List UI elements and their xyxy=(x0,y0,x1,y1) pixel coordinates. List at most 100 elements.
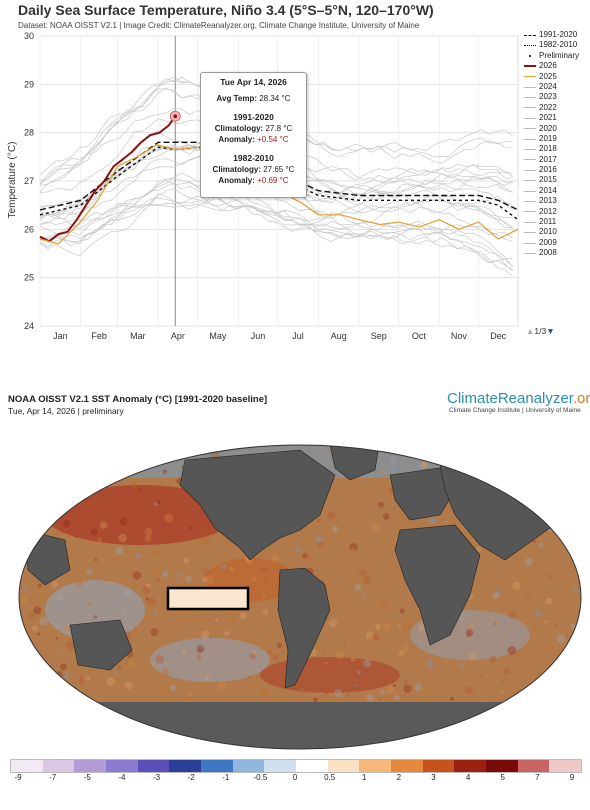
pager-down-icon[interactable]: ▼ xyxy=(546,326,555,336)
colorbar-tick-label: 5 xyxy=(500,773,505,782)
legend-item[interactable]: 2012 xyxy=(524,207,579,217)
legend-item[interactable]: 2011 xyxy=(524,217,579,227)
legend-item[interactable]: 2026 xyxy=(524,61,579,71)
pager-up-icon[interactable]: ▲ xyxy=(526,326,535,336)
legend-item[interactable]: 2015 xyxy=(524,175,579,185)
legend-item[interactable]: 2010 xyxy=(524,227,579,237)
tooltip-anom1-label: Anomaly: xyxy=(218,135,255,144)
legend-item[interactable]: 1982-2010 xyxy=(524,40,579,50)
map-date: Tue, Apr 14, 2026 | preliminary xyxy=(8,406,124,416)
colorbar-segment xyxy=(296,760,328,772)
colorbar-tick-label: 0 xyxy=(292,773,298,782)
legend-swatch xyxy=(524,242,536,244)
legend-pager[interactable]: ▲1/3▼ xyxy=(526,326,555,336)
tooltip-anom2-value: +0.69 °C xyxy=(257,176,289,185)
colorbar-segment xyxy=(486,760,518,772)
legend-swatch xyxy=(524,76,536,78)
legend-swatch xyxy=(524,107,536,109)
legend-item[interactable]: 1991-2020 xyxy=(524,30,579,40)
australia xyxy=(69,619,133,671)
legend-label: 2015 xyxy=(539,175,557,185)
y-tick-label: 29 xyxy=(24,79,34,89)
legend-item[interactable]: 2008 xyxy=(524,248,579,258)
legend-item[interactable]: 2014 xyxy=(524,186,579,196)
y-axis-label: Temperature (°C) xyxy=(7,142,18,219)
past-year-line xyxy=(39,202,513,270)
tooltip-anom1-value: +0.54 °C xyxy=(257,135,289,144)
legend-item[interactable]: 2016 xyxy=(524,165,579,175)
colorbar-segment xyxy=(327,760,360,772)
tooltip-clim1-label: Climatology: xyxy=(214,124,264,133)
legend-swatch xyxy=(524,232,536,234)
legend-item[interactable]: 2013 xyxy=(524,196,579,206)
legend-swatch xyxy=(524,200,536,202)
legend-label: 2012 xyxy=(539,206,557,216)
legend-swatch xyxy=(524,159,536,161)
tooltip-clim1-value: 27.8 °C xyxy=(265,124,293,133)
legend-label: 2011 xyxy=(539,217,557,227)
y-tick-label: 27 xyxy=(24,176,34,186)
legend-swatch xyxy=(524,45,536,47)
colorbar-segment xyxy=(232,760,265,772)
tooltip-date: Tue Apr 14, 2026 xyxy=(220,77,287,87)
north-america xyxy=(179,449,336,561)
temperature-chart: 24 25 26 27 28 29 30 Jan Feb Mar Apr May Jun Jul Aug S… xyxy=(7,31,519,341)
tooltip-anom2-label: Anomaly: xyxy=(218,176,255,185)
legend-label: 2017 xyxy=(539,154,557,164)
legend-item[interactable]: 2021 xyxy=(524,113,579,123)
legend-label: 2021 xyxy=(539,113,557,123)
tooltip-clim2-label: Climatology: xyxy=(212,165,261,174)
colorbar-ticks: -9 -7 -5 -4 -3 -2 -1 -0.5 0 0.5 1 2 3 4 5 7 9 xyxy=(10,773,580,785)
legend-label: 2019 xyxy=(539,133,557,143)
legend-label: 2009 xyxy=(539,237,557,247)
colorbar-tick-label: 0.5 xyxy=(324,773,336,782)
legend-swatch xyxy=(524,180,536,182)
legend-item[interactable]: 2020 xyxy=(524,124,579,134)
legend-item[interactable]: 2019 xyxy=(524,134,579,144)
past-year-line xyxy=(39,193,513,247)
nino34-region-box xyxy=(166,586,250,611)
colorbar-tick-label: -2 xyxy=(187,773,195,782)
colorbar-tick-label: 2 xyxy=(396,773,402,782)
antarctica xyxy=(19,702,581,749)
chart-title: Daily Sea Surface Temperature, Niño 3.4 … xyxy=(18,2,434,18)
legend-item[interactable]: Preliminary xyxy=(524,51,579,61)
legend-item[interactable]: 2022 xyxy=(524,103,579,113)
preliminary-dot xyxy=(173,114,178,119)
colorbar-tick-label: 1 xyxy=(362,773,367,782)
colorbar-tick-label: 3 xyxy=(431,773,436,782)
colorbar-tick-label: -0.5 xyxy=(253,773,268,782)
y-tick-label: 30 xyxy=(24,31,34,41)
tooltip-clim2-value: 27.65 °C xyxy=(263,165,295,174)
colorbar-tick-label: -4 xyxy=(118,773,126,782)
south-america xyxy=(277,567,331,689)
x-tick-label: Dec xyxy=(490,331,507,341)
tooltip-avg-label: Avg Temp: xyxy=(216,94,257,103)
legend-label: 2020 xyxy=(539,123,557,133)
legend-item[interactable]: 2017 xyxy=(524,155,579,165)
africa xyxy=(394,524,481,646)
legend-swatch xyxy=(524,65,536,68)
data-tooltip: Tue Apr 14, 2026 Avg Temp: 28.34 °C 1991… xyxy=(200,72,307,198)
legend-item[interactable]: 2024 xyxy=(524,82,579,92)
x-tick-label: May xyxy=(209,331,227,341)
colorbar-tick-label: -3 xyxy=(152,773,161,782)
legend-item[interactable]: 2025 xyxy=(524,72,579,82)
legend-item[interactable]: 2018 xyxy=(524,144,579,154)
legend-label: 2024 xyxy=(539,81,557,91)
legend-swatch xyxy=(524,86,536,88)
south-atlantic-warm-anomaly xyxy=(260,657,400,693)
legend-swatch xyxy=(524,128,536,130)
x-tick-label: Aug xyxy=(331,331,347,341)
y-tick-label: 24 xyxy=(24,321,34,331)
legend-label: 1991-2020 xyxy=(539,30,578,39)
legend-page-number: 1/3 xyxy=(534,326,547,336)
colorbar-tick-label: -7 xyxy=(49,773,57,782)
legend-item[interactable]: 2009 xyxy=(524,238,579,248)
y-tick-label: 25 xyxy=(24,273,34,283)
map-title: NOAA OISST V2.1 SST Anomaly (°C) [1991-2… xyxy=(8,394,268,405)
series-line-2026 xyxy=(39,115,177,243)
legend-item[interactable]: 2023 xyxy=(524,92,579,102)
chart-subtitle: Dataset: NOAA OISST V2.1 | Image Credit:… xyxy=(18,21,420,30)
past-year-line xyxy=(39,195,513,272)
